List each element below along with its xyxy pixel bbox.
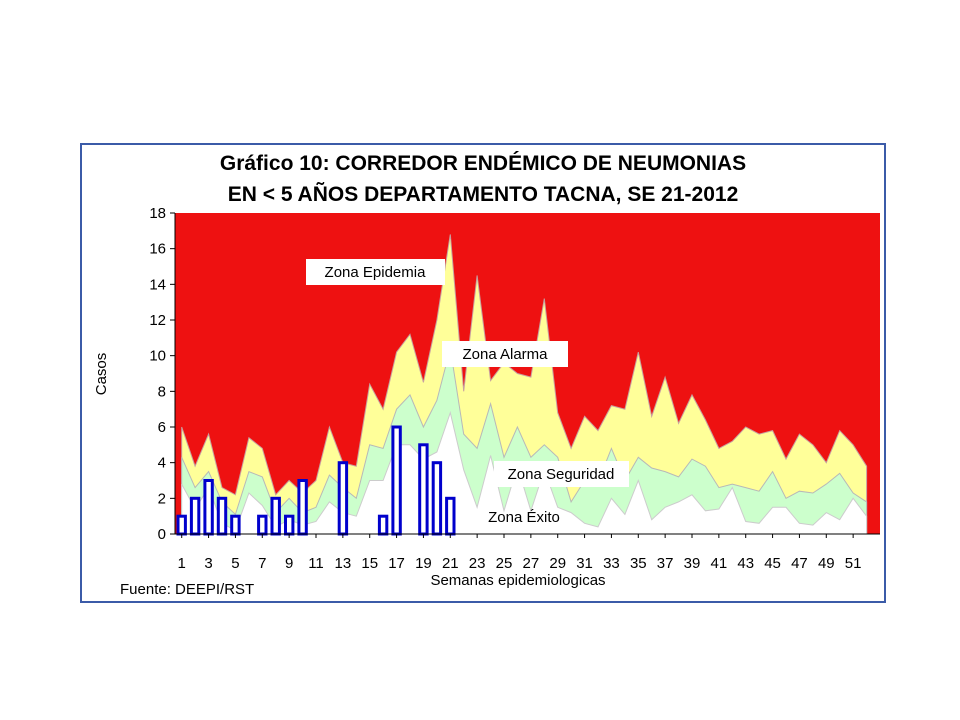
x-tick-label: 29 [549,555,566,572]
bar-week-9 [284,514,295,536]
y-tick-label: 6 [158,419,166,436]
y-tick-label: 2 [158,490,166,507]
zone-label-alarma: Zona Alarma [442,341,568,367]
x-tick-label: 43 [737,555,754,572]
x-tick-label: 51 [845,555,862,572]
bar-week-13 [337,461,349,536]
chart-title-line-1: Gráfico 10: CORREDOR ENDÉMICO DE NEUMONI… [220,152,746,175]
bar-week-21 [445,496,456,536]
zone-label-exito-text: Zona Éxito [488,509,560,526]
x-tick-label: 49 [818,555,835,572]
zone-label-alarma-text: Zona Alarma [462,346,548,363]
y-tick-label: 0 [158,526,166,543]
bar-week-3 [203,479,214,536]
x-tick-label: 35 [630,555,647,572]
x-tick-label: 23 [469,555,486,572]
source-note: Fuente: DEEPI/RST [120,581,254,598]
zone-label-seguridad-text: Zona Seguridad [508,466,615,483]
x-tick-label: 41 [711,555,728,572]
x-tick-label: 45 [764,555,781,572]
bar-week-4 [216,496,228,536]
y-tick-label: 4 [158,455,166,472]
zone-alarma-area [181,234,868,535]
bar-series-2012 [176,425,456,536]
zone-label-epidemia: Zona Epidemia [306,259,445,285]
bar-week-19 [418,443,429,536]
x-tick-label: 1 [178,555,186,572]
x-tick-label: 3 [204,555,212,572]
y-tick-label: 12 [149,312,166,329]
zone-label-epidemia-text: Zona Epidemia [325,264,427,281]
bar-week-16 [377,514,389,536]
y-axis-label: Casos [93,353,110,396]
x-tick-label: 11 [308,555,324,572]
zone-seguridad-area [181,348,868,535]
x-tick-label: 21 [442,555,459,572]
x-tick-label: 47 [791,555,808,572]
y-tick-label: 14 [149,276,166,293]
x-tick-label: 31 [576,555,593,572]
x-tick-label: 25 [496,555,513,572]
bar-week-7 [257,514,268,536]
x-tick-label: 5 [231,555,239,572]
y-tick-label: 10 [149,348,166,365]
x-tick-label: 7 [258,555,266,572]
y-axis-ticks: 0 2 4 6 8 10 12 14 16 18 [149,205,175,543]
bar-week-10 [297,479,308,536]
bar-week-17 [391,425,402,536]
x-tick-label: 37 [657,555,674,572]
bar-week-1 [176,514,187,536]
y-tick-label: 8 [158,383,166,400]
bar-week-5 [230,514,241,536]
x-tick-label: 15 [361,555,378,572]
x-tick-label: 33 [603,555,620,572]
chart-title-line-2: EN < 5 AÑOS DEPARTAMENTO TACNA, SE 21-20… [228,183,739,206]
x-tick-label: 9 [285,555,293,572]
x-axis-label: Semanas epidemiologicas [430,572,605,589]
x-tick-label: 27 [523,555,540,572]
x-tick-label: 13 [335,555,352,572]
bar-week-8 [270,496,281,536]
bar-week-2 [189,496,201,536]
x-axis-ticks: 1 3 5 7 9 11 13 15 17 19 21 23 25 27 29 31 33 35 37 39 41 43 4… [178,534,862,572]
x-tick-label: 19 [415,555,432,572]
y-tick-label: 16 [149,241,166,258]
zone-label-seguridad: Zona Seguridad [494,461,629,487]
bar-week-20 [431,461,443,536]
x-tick-label: 17 [388,555,405,572]
y-tick-label: 18 [149,205,166,222]
x-tick-label: 39 [684,555,701,572]
